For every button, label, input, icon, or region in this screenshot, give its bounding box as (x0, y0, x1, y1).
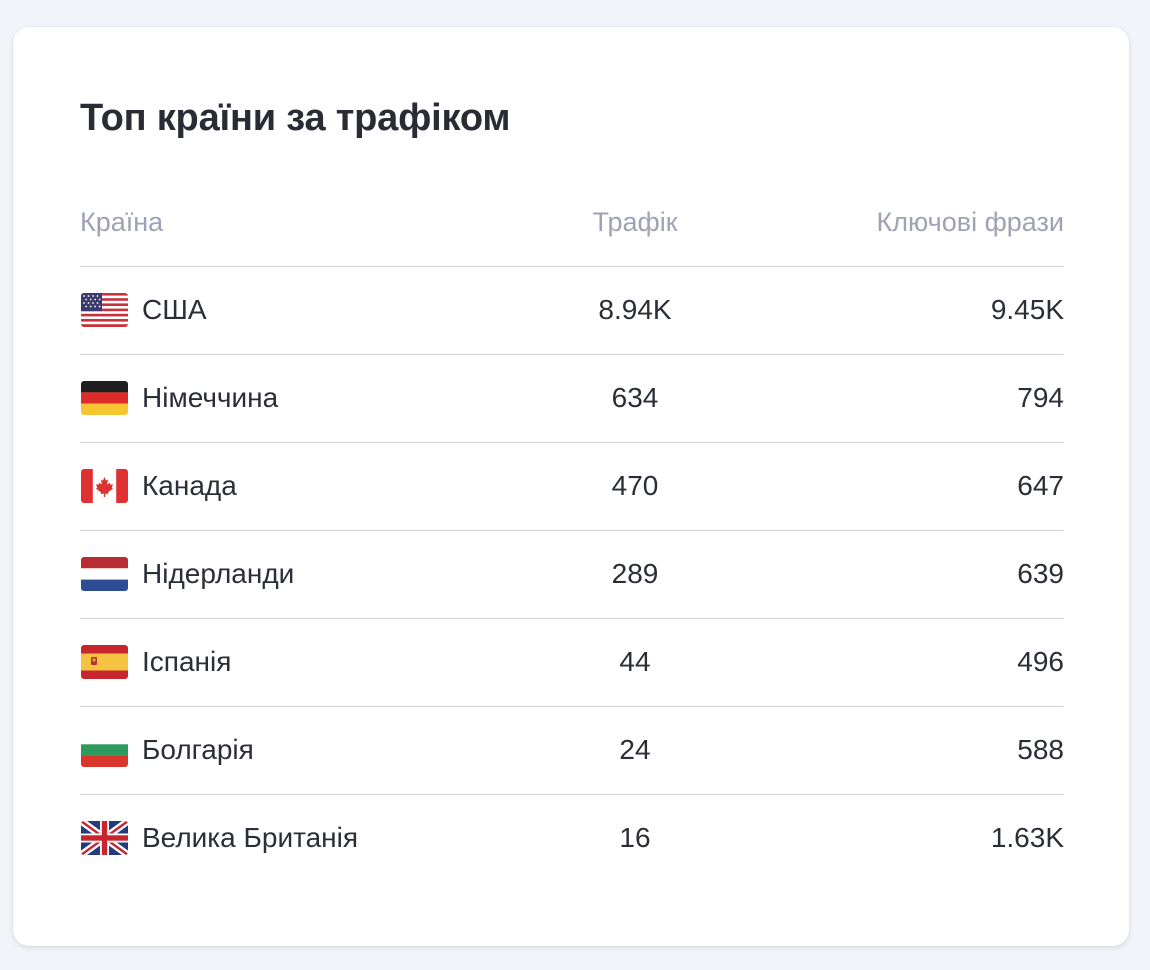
traffic-value: 44 (619, 646, 651, 677)
keywords-value: 9.45K (990, 294, 1064, 325)
table-row: Іспанія 44 496 (80, 619, 1064, 707)
keywords-value: 639 (1017, 558, 1064, 589)
nl-flag-icon (81, 557, 128, 591)
column-header-traffic: Трафік (592, 207, 678, 237)
column-header-keywords: Ключові фрази (876, 207, 1064, 237)
traffic-value: 24 (619, 734, 651, 765)
us-flag-icon (81, 293, 128, 327)
table-header: Країна Трафік Ключові фрази (80, 179, 1064, 267)
keywords-value: 1.63K (990, 822, 1064, 853)
table-row: Болгарія 24 588 (80, 707, 1064, 795)
countries-table: Країна Трафік Ключові фрази (80, 179, 1064, 883)
traffic-value: 634 (611, 382, 659, 413)
gb-flag-icon (81, 821, 128, 855)
card-title: Топ країни за трафіком (80, 97, 511, 139)
top-countries-card: Топ країни за трафіком Країна Трафік Клю… (13, 27, 1129, 946)
traffic-value: 16 (619, 822, 651, 853)
keywords-value: 794 (1017, 382, 1064, 413)
keywords-value: 496 (1017, 646, 1064, 677)
country-name: Канада (142, 470, 237, 501)
table-row: Канада 470 647 (80, 443, 1064, 531)
traffic-value: 289 (611, 558, 659, 589)
bg-flag-icon (81, 733, 128, 767)
country-name: Болгарія (142, 734, 254, 765)
country-name: США (142, 294, 207, 325)
traffic-value: 470 (611, 470, 659, 501)
table-row: Німеччина 634 794 (80, 355, 1064, 443)
de-flag-icon (81, 381, 128, 415)
table-row: Велика Британія 16 1.63K (80, 795, 1064, 883)
table-row: США 8.94K 9.45K (80, 267, 1064, 355)
keywords-value: 588 (1017, 734, 1064, 765)
country-name: Нідерланди (142, 558, 295, 589)
es-flag-icon (81, 645, 128, 679)
traffic-value: 8.94K (598, 294, 672, 325)
column-header-country: Країна (80, 207, 164, 237)
country-name: Велика Британія (142, 822, 359, 853)
table-row: Нідерланди 289 639 (80, 531, 1064, 619)
country-name: Іспанія (142, 646, 232, 677)
keywords-value: 647 (1017, 470, 1064, 501)
country-name: Німеччина (142, 382, 279, 413)
ca-flag-icon (81, 469, 128, 503)
